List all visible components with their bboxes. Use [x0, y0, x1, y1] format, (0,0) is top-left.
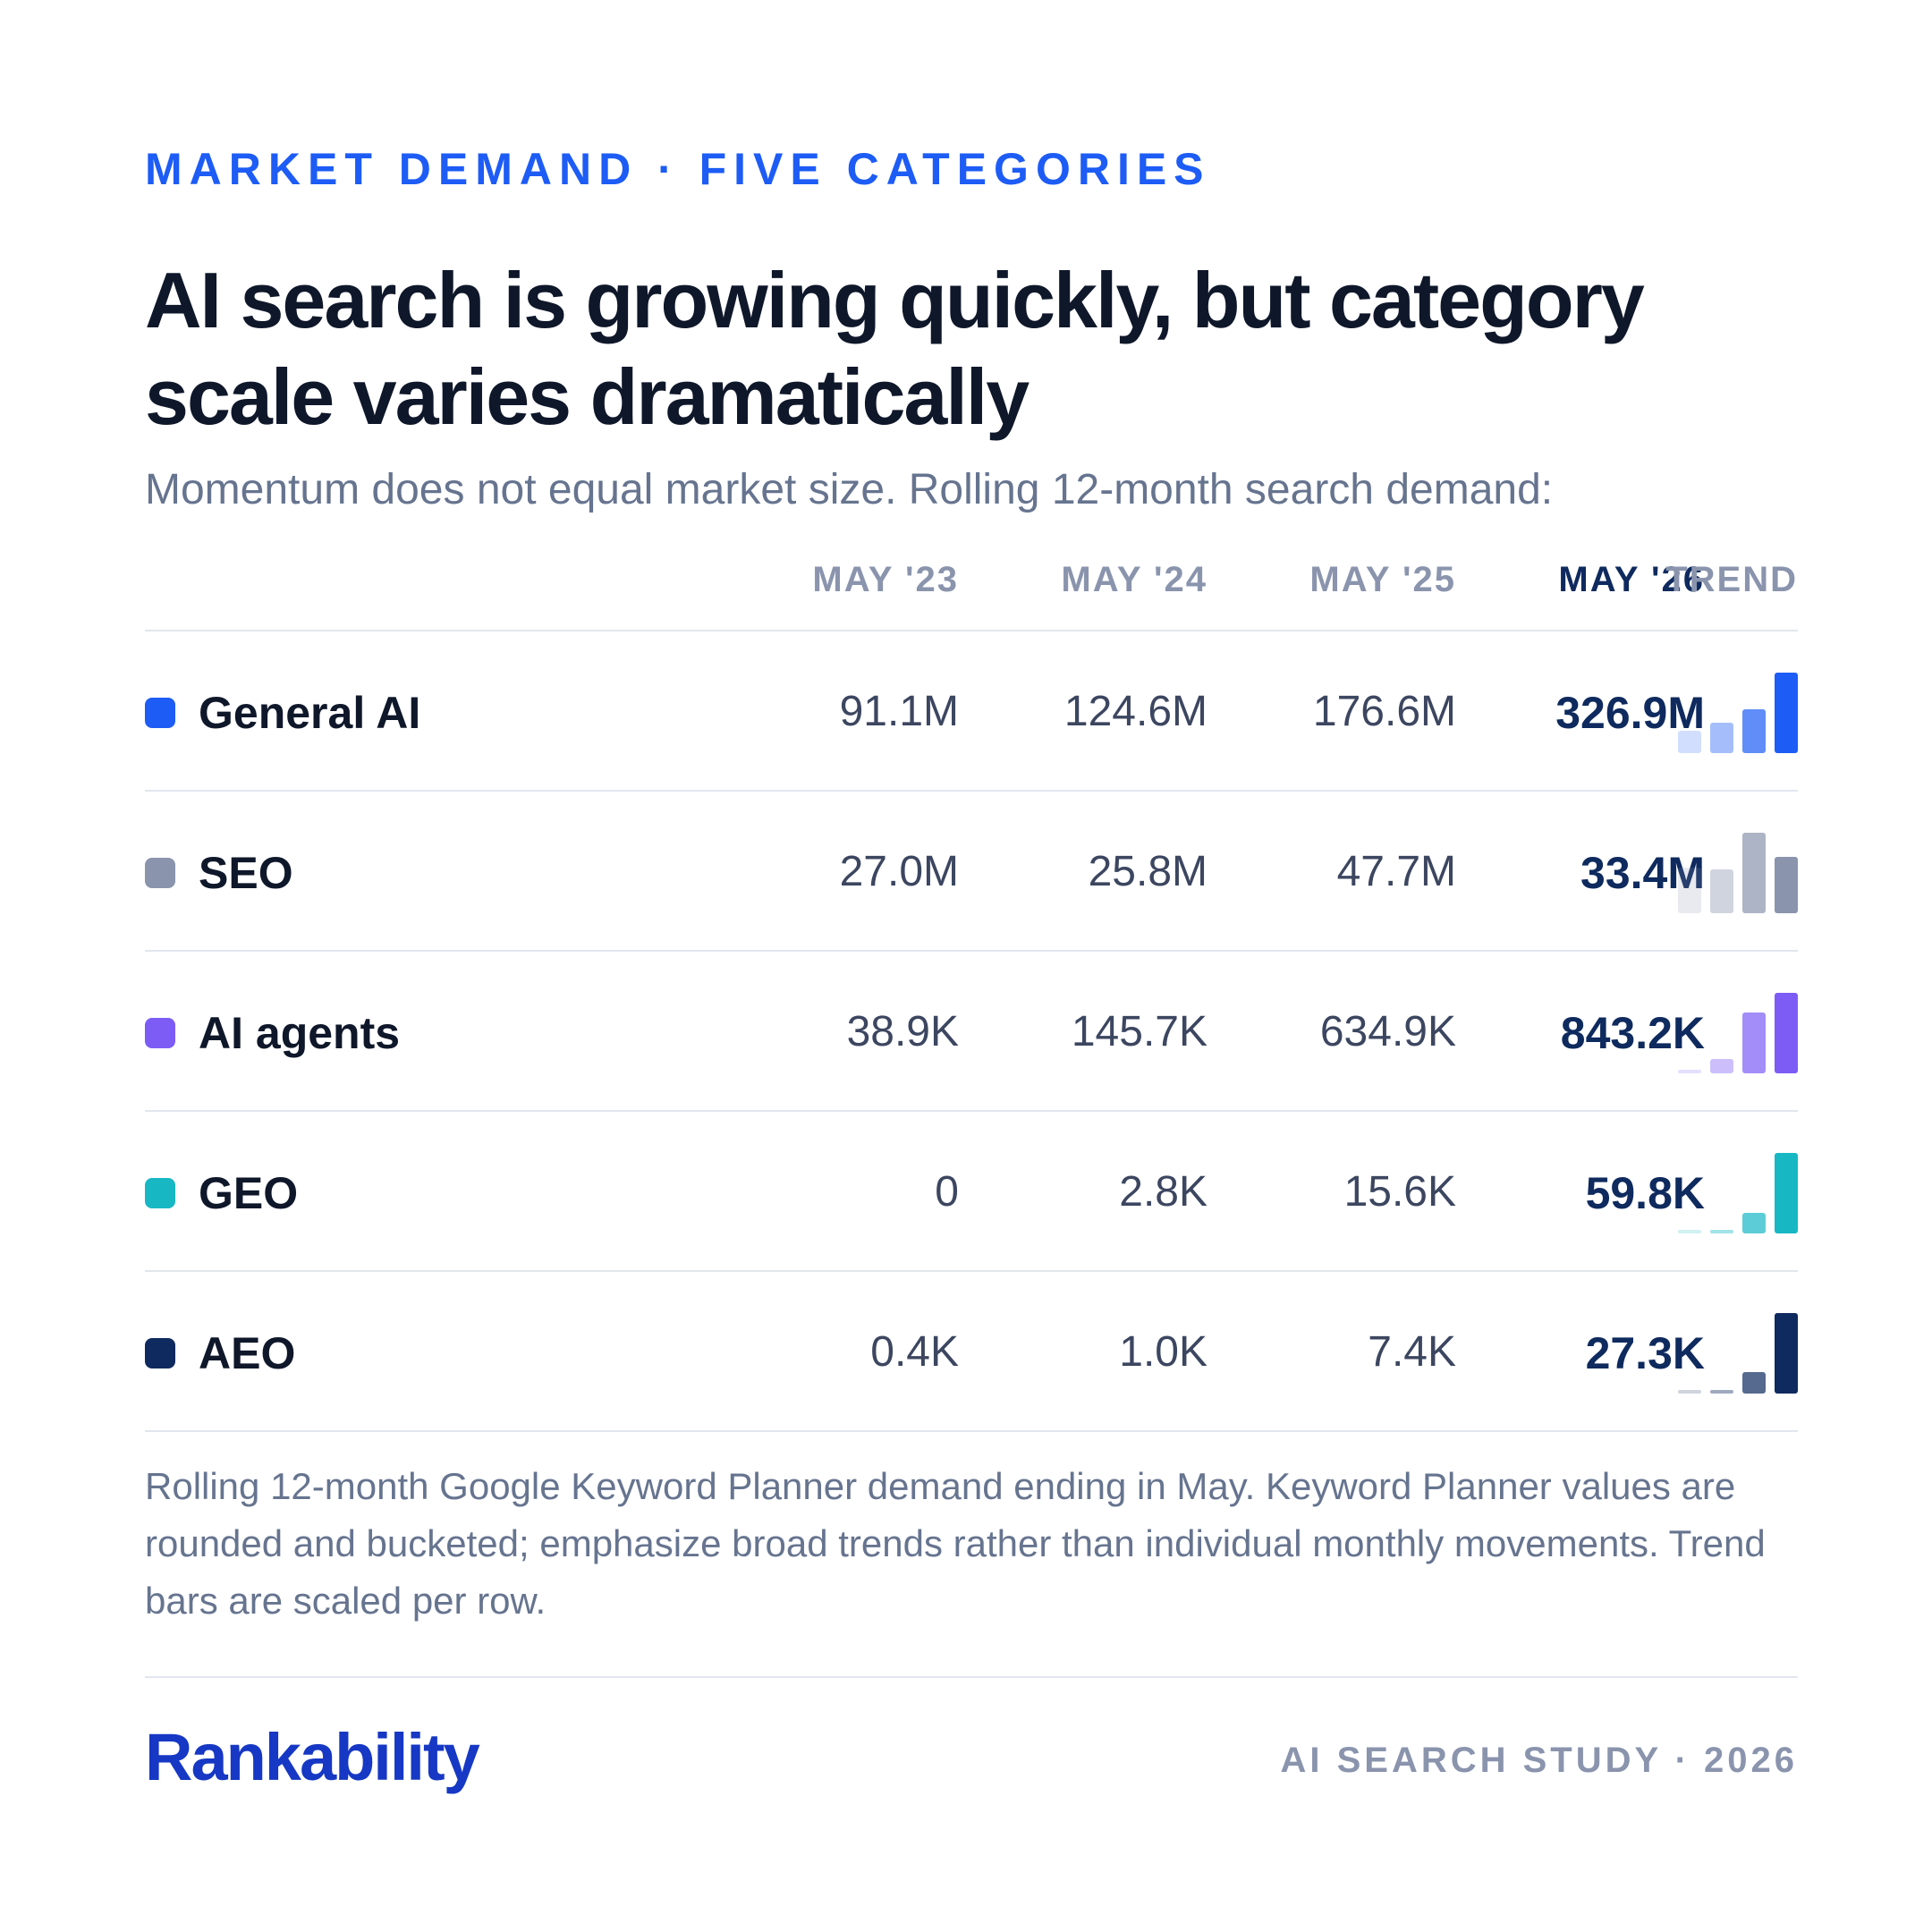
trend-bar [1775, 673, 1798, 753]
table-row: SEO 27.0M 25.8M 47.7M 33.4M [145, 792, 1798, 952]
category-swatch [145, 1018, 175, 1048]
value-cell: 59.8K [1585, 1168, 1705, 1218]
trend-bar [1775, 857, 1798, 913]
trend-bar [1742, 833, 1766, 913]
trend-bar [1678, 731, 1701, 753]
value-cell: 634.9K [1319, 1008, 1456, 1055]
trend-bar [1742, 1372, 1766, 1394]
trend-sparkbars [1676, 1313, 1798, 1394]
value-cell: 33.4M [1580, 848, 1705, 898]
value-cell: 0.4K [870, 1328, 959, 1376]
row-divider [145, 1110, 1798, 1112]
row-divider [145, 790, 1798, 792]
category-swatch [145, 858, 175, 888]
value-cell: 27.3K [1585, 1328, 1705, 1378]
brand-logo: Rankability [145, 1720, 480, 1794]
infographic: MARKET DEMAND · FIVE CATEGORIES AI searc… [145, 0, 1798, 1932]
value-cell: 47.7M [1336, 848, 1456, 895]
value-cell: 326.9M [1555, 688, 1705, 738]
table-row: AEO 0.4K 1.0K 7.4K 27.3K [145, 1272, 1798, 1432]
category-swatch [145, 1178, 175, 1208]
trend-bar [1775, 1153, 1798, 1233]
trend-bar [1710, 869, 1733, 913]
row-divider [145, 1430, 1798, 1432]
value-cell: 2.8K [1119, 1168, 1208, 1216]
category-label: SEO [199, 848, 293, 898]
footer-divider [145, 1676, 1798, 1678]
trend-bar [1775, 1313, 1798, 1394]
category-label: General AI [199, 688, 421, 738]
column-header-trend: TREND [1665, 560, 1798, 599]
trend-bar [1710, 723, 1733, 753]
table-row: AI agents 38.9K 145.7K 634.9K 843.2K [145, 952, 1798, 1112]
value-cell: 0 [935, 1168, 959, 1216]
trend-sparkbars [1676, 993, 1798, 1073]
value-cell: 25.8M [1088, 848, 1208, 895]
table-row: GEO 0 2.8K 15.6K 59.8K [145, 1112, 1798, 1272]
category-label: AI agents [199, 1008, 401, 1058]
value-cell: 15.6K [1343, 1168, 1456, 1216]
value-cell: 27.0M [839, 848, 959, 895]
footnote: Rolling 12-month Google Keyword Planner … [145, 1465, 1766, 1622]
category-label: AEO [199, 1328, 296, 1378]
chart-title: AI search is growing quickly, but catego… [145, 256, 1645, 441]
study-label: AI SEARCH STUDY · 2026 [1280, 1741, 1798, 1780]
trend-bar [1678, 1390, 1701, 1394]
category-swatch [145, 698, 175, 728]
value-cell: 843.2K [1560, 1008, 1705, 1058]
trend-sparkbars [1676, 673, 1798, 753]
trend-bar [1710, 1390, 1733, 1394]
value-cell: 1.0K [1119, 1328, 1208, 1376]
trend-sparkbars [1676, 1153, 1798, 1233]
category-label: GEO [199, 1168, 299, 1218]
row-divider [145, 1270, 1798, 1272]
trend-bar [1742, 709, 1766, 753]
trend-bar [1678, 868, 1701, 913]
table-top-divider [145, 630, 1798, 631]
value-cell: 38.9K [846, 1008, 959, 1055]
trend-bar [1710, 1230, 1733, 1233]
chart-subtitle: Momentum does not equal market size. Rol… [145, 466, 1554, 513]
trend-bar [1678, 1070, 1701, 1073]
trend-bar [1710, 1059, 1733, 1073]
trend-bar [1678, 1230, 1701, 1233]
column-header-may-26: MAY '26 [1558, 560, 1705, 599]
eyebrow: MARKET DEMAND · FIVE CATEGORIES [145, 144, 1211, 194]
column-header-may-25: MAY '25 [1309, 560, 1456, 599]
row-divider [145, 950, 1798, 952]
value-cell: 176.6M [1312, 688, 1456, 735]
category-swatch [145, 1338, 175, 1368]
trend-bar [1775, 993, 1798, 1073]
value-cell: 7.4K [1368, 1328, 1456, 1376]
trend-bar [1742, 1013, 1766, 1073]
value-cell: 91.1M [839, 688, 959, 735]
trend-sparkbars [1676, 833, 1798, 913]
column-header-may-23: MAY '23 [812, 560, 959, 599]
value-cell: 124.6M [1063, 688, 1208, 735]
trend-bar [1742, 1213, 1766, 1233]
value-cell: 145.7K [1071, 1008, 1208, 1055]
column-header-may-24: MAY '24 [1061, 560, 1208, 599]
table-row: General AI 91.1M 124.6M 176.6M 326.9M [145, 631, 1798, 792]
